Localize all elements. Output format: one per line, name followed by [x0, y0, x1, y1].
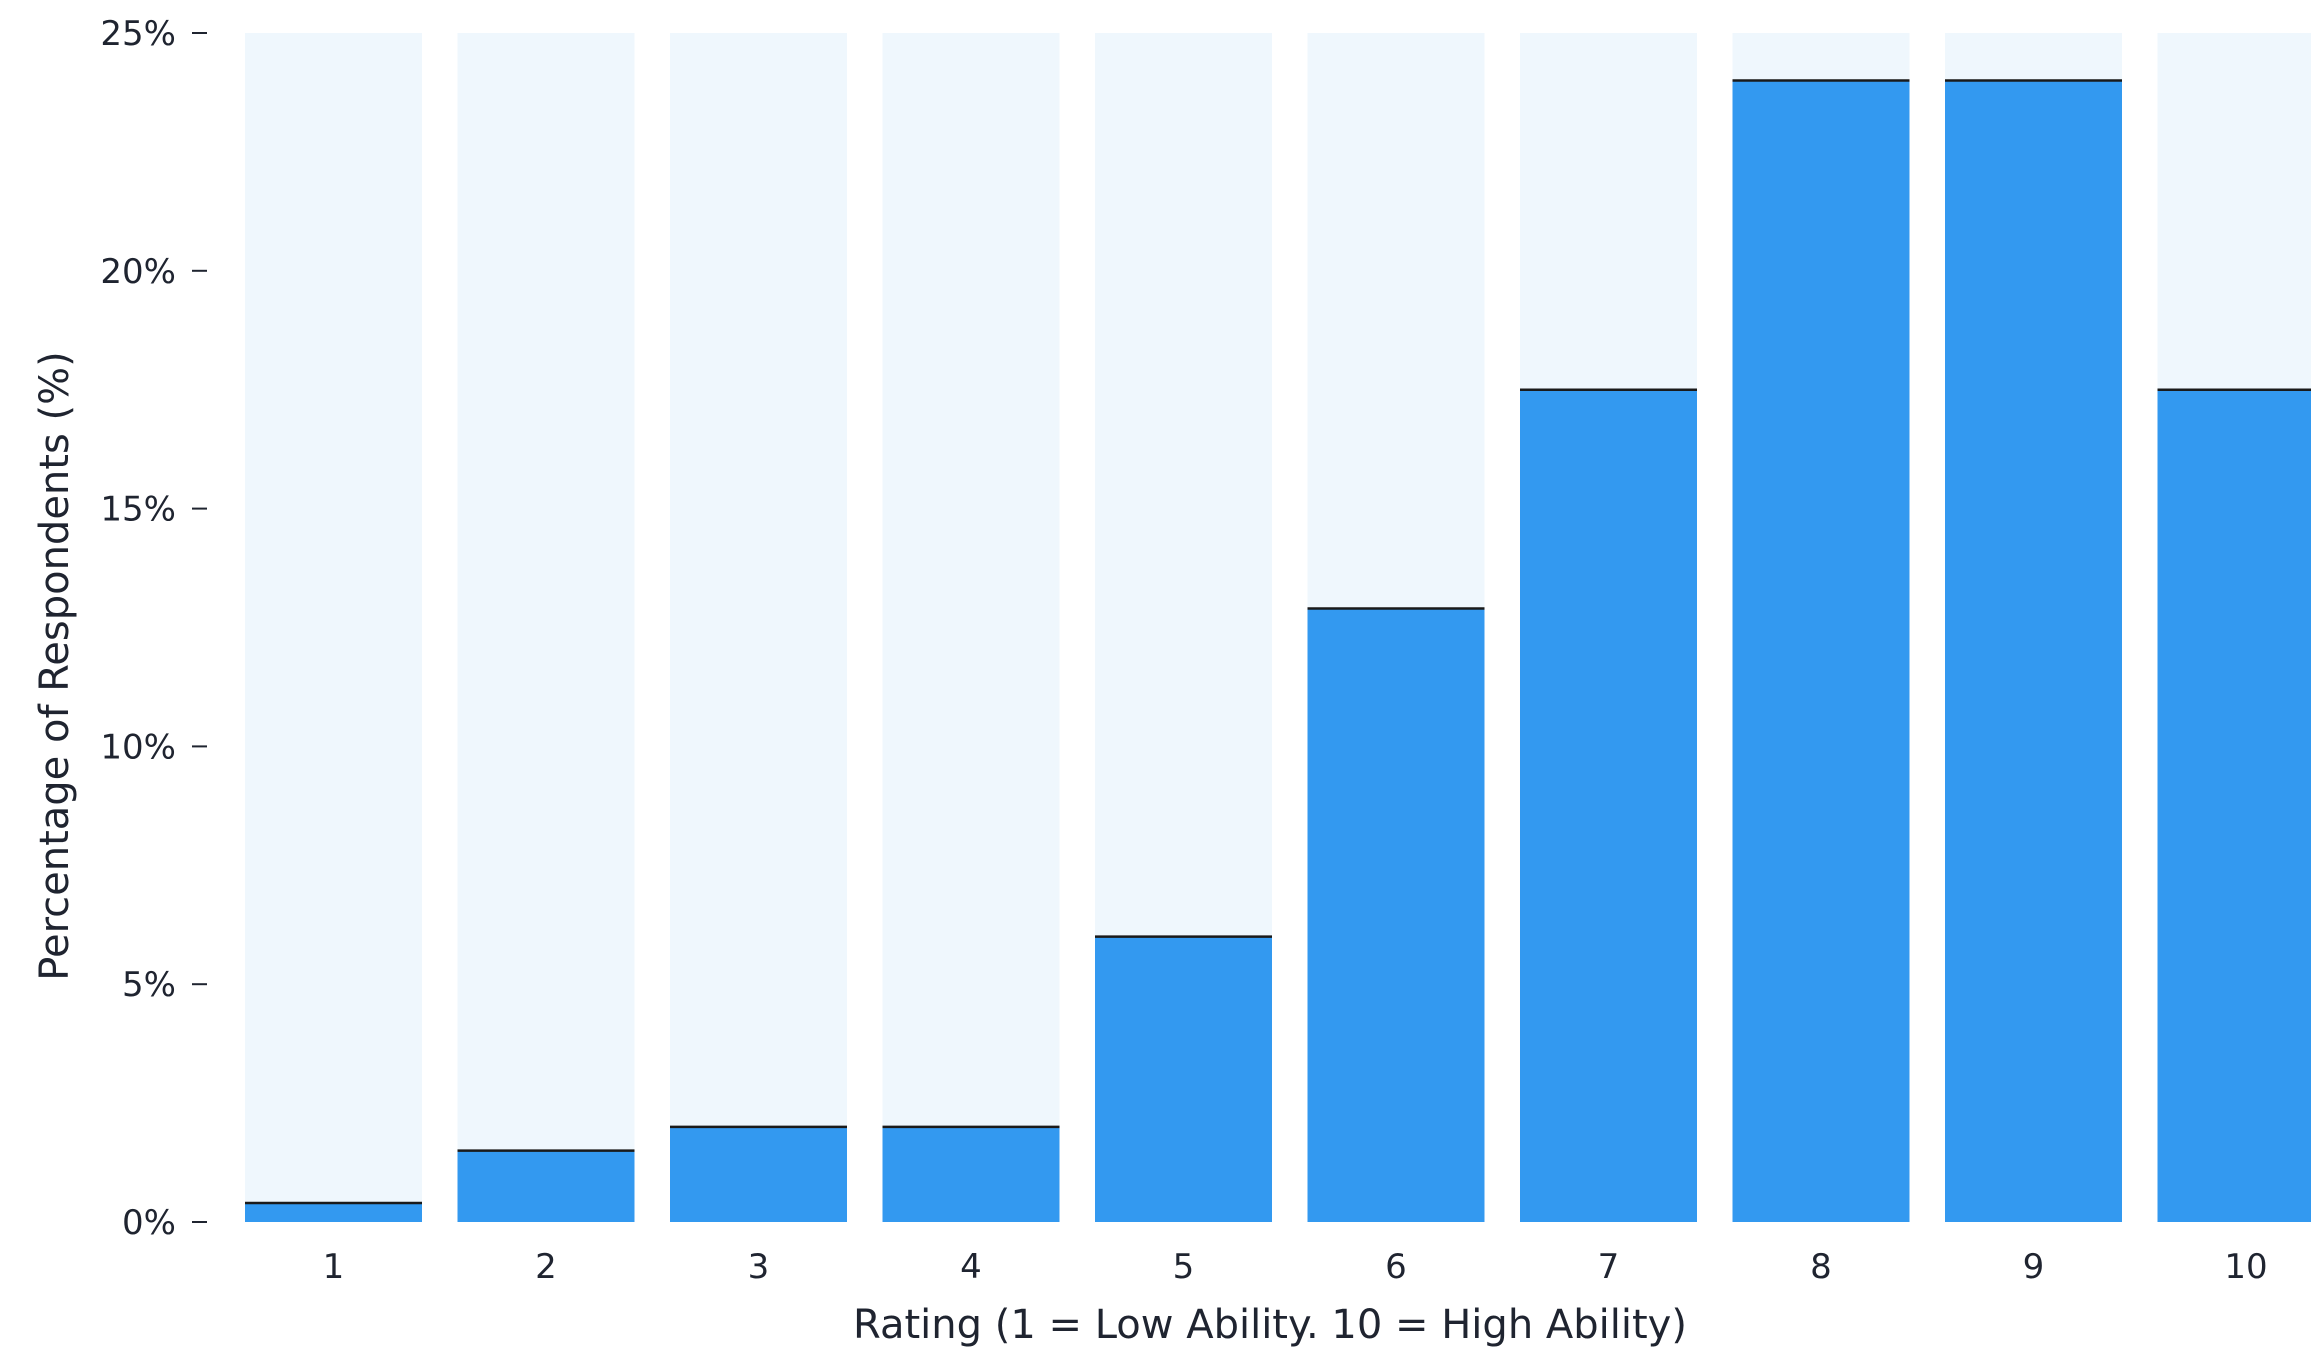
bar-background-3	[670, 33, 847, 1222]
x-tick-label-5: 5	[1173, 1247, 1195, 1287]
x-axis-title: Rating (1 = Low Ability. 10 = High Abili…	[853, 1302, 1687, 1348]
x-tick-label-8: 8	[1810, 1247, 1832, 1287]
bar-7	[1520, 389, 1697, 1222]
y-tick-label-25%: 25%	[100, 14, 176, 54]
bar-8	[1732, 80, 1910, 1222]
bar-4	[882, 1126, 1060, 1222]
x-tick-label-2: 2	[535, 1247, 557, 1287]
y-axis: 0% 5% 10% 15% 20% 25%	[100, 14, 207, 1243]
x-axis: 1 2 3 4 5 6 7 8 9 10	[323, 1247, 2268, 1287]
bar-10	[2157, 389, 2311, 1222]
bar-background-4	[882, 33, 1060, 1222]
bar-background-2	[457, 33, 635, 1222]
bar-9	[1945, 80, 2122, 1222]
bar-5	[1095, 936, 1272, 1222]
x-tick-label-7: 7	[1598, 1247, 1620, 1287]
x-tick-label-6: 6	[1385, 1247, 1407, 1287]
x-tick-label-9: 9	[2023, 1247, 2045, 1287]
x-tick-label-4: 4	[960, 1247, 982, 1287]
x-tick-label-1: 1	[323, 1247, 345, 1287]
bar-3	[670, 1126, 847, 1222]
bar-layer	[245, 79, 2311, 1222]
bar-1	[245, 1202, 422, 1222]
x-tick-label-3: 3	[748, 1247, 770, 1287]
y-tick-label-5%: 5%	[122, 965, 176, 1005]
x-tick-label-10: 10	[2224, 1247, 2267, 1287]
y-tick-label-0%: 0%	[122, 1203, 176, 1243]
y-axis-title: Percentage of Respondents (%)	[32, 351, 78, 980]
bar-background-1	[245, 33, 422, 1222]
y-tick-label-10%: 10%	[100, 727, 176, 767]
y-tick-label-20%: 20%	[100, 252, 176, 292]
bar-2	[457, 1150, 635, 1222]
y-tick-label-15%: 15%	[100, 490, 176, 530]
bar-6	[1307, 608, 1485, 1222]
